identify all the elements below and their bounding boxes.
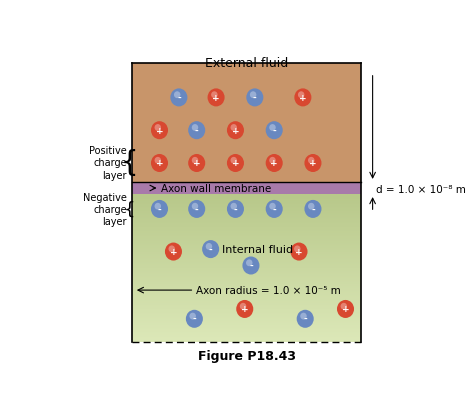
Ellipse shape (188, 200, 205, 218)
Ellipse shape (188, 155, 205, 173)
Text: -: - (272, 126, 276, 135)
Text: +: + (232, 126, 239, 135)
Ellipse shape (151, 155, 168, 173)
Ellipse shape (250, 92, 256, 99)
Text: -: - (272, 205, 276, 214)
Ellipse shape (266, 155, 283, 173)
Ellipse shape (236, 300, 253, 318)
Text: -: - (157, 205, 161, 214)
Ellipse shape (211, 92, 218, 99)
Ellipse shape (165, 243, 182, 261)
Ellipse shape (269, 203, 276, 210)
Ellipse shape (246, 260, 252, 267)
Ellipse shape (155, 203, 161, 210)
Text: External fluid: External fluid (205, 57, 288, 70)
Text: -: - (193, 315, 196, 324)
Text: +: + (299, 94, 307, 103)
Ellipse shape (155, 125, 161, 132)
Ellipse shape (186, 310, 203, 328)
Text: -: - (311, 205, 315, 214)
Text: +: + (309, 159, 317, 168)
Ellipse shape (188, 122, 205, 140)
Ellipse shape (208, 89, 225, 107)
Ellipse shape (266, 122, 283, 140)
Text: +: + (156, 159, 163, 168)
Text: -: - (177, 94, 181, 103)
Ellipse shape (240, 303, 246, 310)
Text: {: { (120, 149, 138, 177)
Text: Positive
charge
layer: Positive charge layer (89, 146, 127, 180)
Text: d = 1.0 × 10⁻⁸ m: d = 1.0 × 10⁻⁸ m (376, 185, 466, 195)
Bar (133, 64, 361, 182)
Text: +: + (212, 94, 220, 103)
Ellipse shape (297, 310, 314, 328)
Ellipse shape (305, 155, 321, 173)
Text: -: - (209, 245, 212, 254)
Ellipse shape (298, 92, 305, 99)
Bar (133, 182, 361, 195)
Text: +: + (295, 247, 303, 256)
Ellipse shape (294, 89, 312, 107)
Ellipse shape (192, 157, 198, 164)
Text: +: + (170, 247, 177, 256)
Text: {: { (124, 200, 135, 218)
Text: -: - (253, 94, 257, 103)
Ellipse shape (227, 200, 244, 218)
Text: Internal fluid: Internal fluid (221, 245, 293, 254)
Ellipse shape (192, 203, 198, 210)
Ellipse shape (294, 246, 300, 253)
Ellipse shape (189, 313, 196, 320)
Ellipse shape (341, 303, 347, 310)
Ellipse shape (337, 300, 354, 318)
Ellipse shape (230, 125, 237, 132)
Ellipse shape (230, 157, 237, 164)
Text: Negative
charge
layer: Negative charge layer (83, 192, 127, 227)
Text: -: - (195, 205, 198, 214)
Ellipse shape (308, 203, 314, 210)
Text: +: + (232, 159, 239, 168)
Ellipse shape (266, 200, 283, 218)
Ellipse shape (300, 313, 307, 320)
Ellipse shape (206, 243, 212, 250)
Text: -: - (303, 315, 307, 324)
Ellipse shape (170, 89, 188, 107)
Ellipse shape (290, 243, 307, 261)
Text: +: + (270, 159, 278, 168)
Ellipse shape (192, 125, 198, 132)
Ellipse shape (151, 200, 168, 218)
Ellipse shape (174, 92, 180, 99)
Text: +: + (156, 126, 163, 135)
Text: Axon radius = 1.0 × 10⁻⁵ m: Axon radius = 1.0 × 10⁻⁵ m (196, 285, 341, 295)
Text: +: + (342, 305, 349, 314)
Ellipse shape (305, 200, 321, 218)
Text: Axon wall membrane: Axon wall membrane (161, 184, 271, 193)
Ellipse shape (202, 240, 219, 258)
Ellipse shape (169, 246, 175, 253)
Ellipse shape (230, 203, 237, 210)
Text: Figure P18.43: Figure P18.43 (198, 349, 296, 362)
Ellipse shape (243, 257, 259, 275)
Ellipse shape (227, 155, 244, 173)
Text: +: + (241, 305, 249, 314)
Ellipse shape (151, 122, 168, 140)
Ellipse shape (269, 157, 276, 164)
Text: +: + (193, 159, 201, 168)
Ellipse shape (227, 122, 244, 140)
Ellipse shape (155, 157, 161, 164)
Text: -: - (234, 205, 237, 214)
Ellipse shape (246, 89, 263, 107)
Ellipse shape (269, 125, 276, 132)
Ellipse shape (308, 157, 314, 164)
Text: -: - (195, 126, 198, 135)
Text: -: - (249, 261, 253, 270)
